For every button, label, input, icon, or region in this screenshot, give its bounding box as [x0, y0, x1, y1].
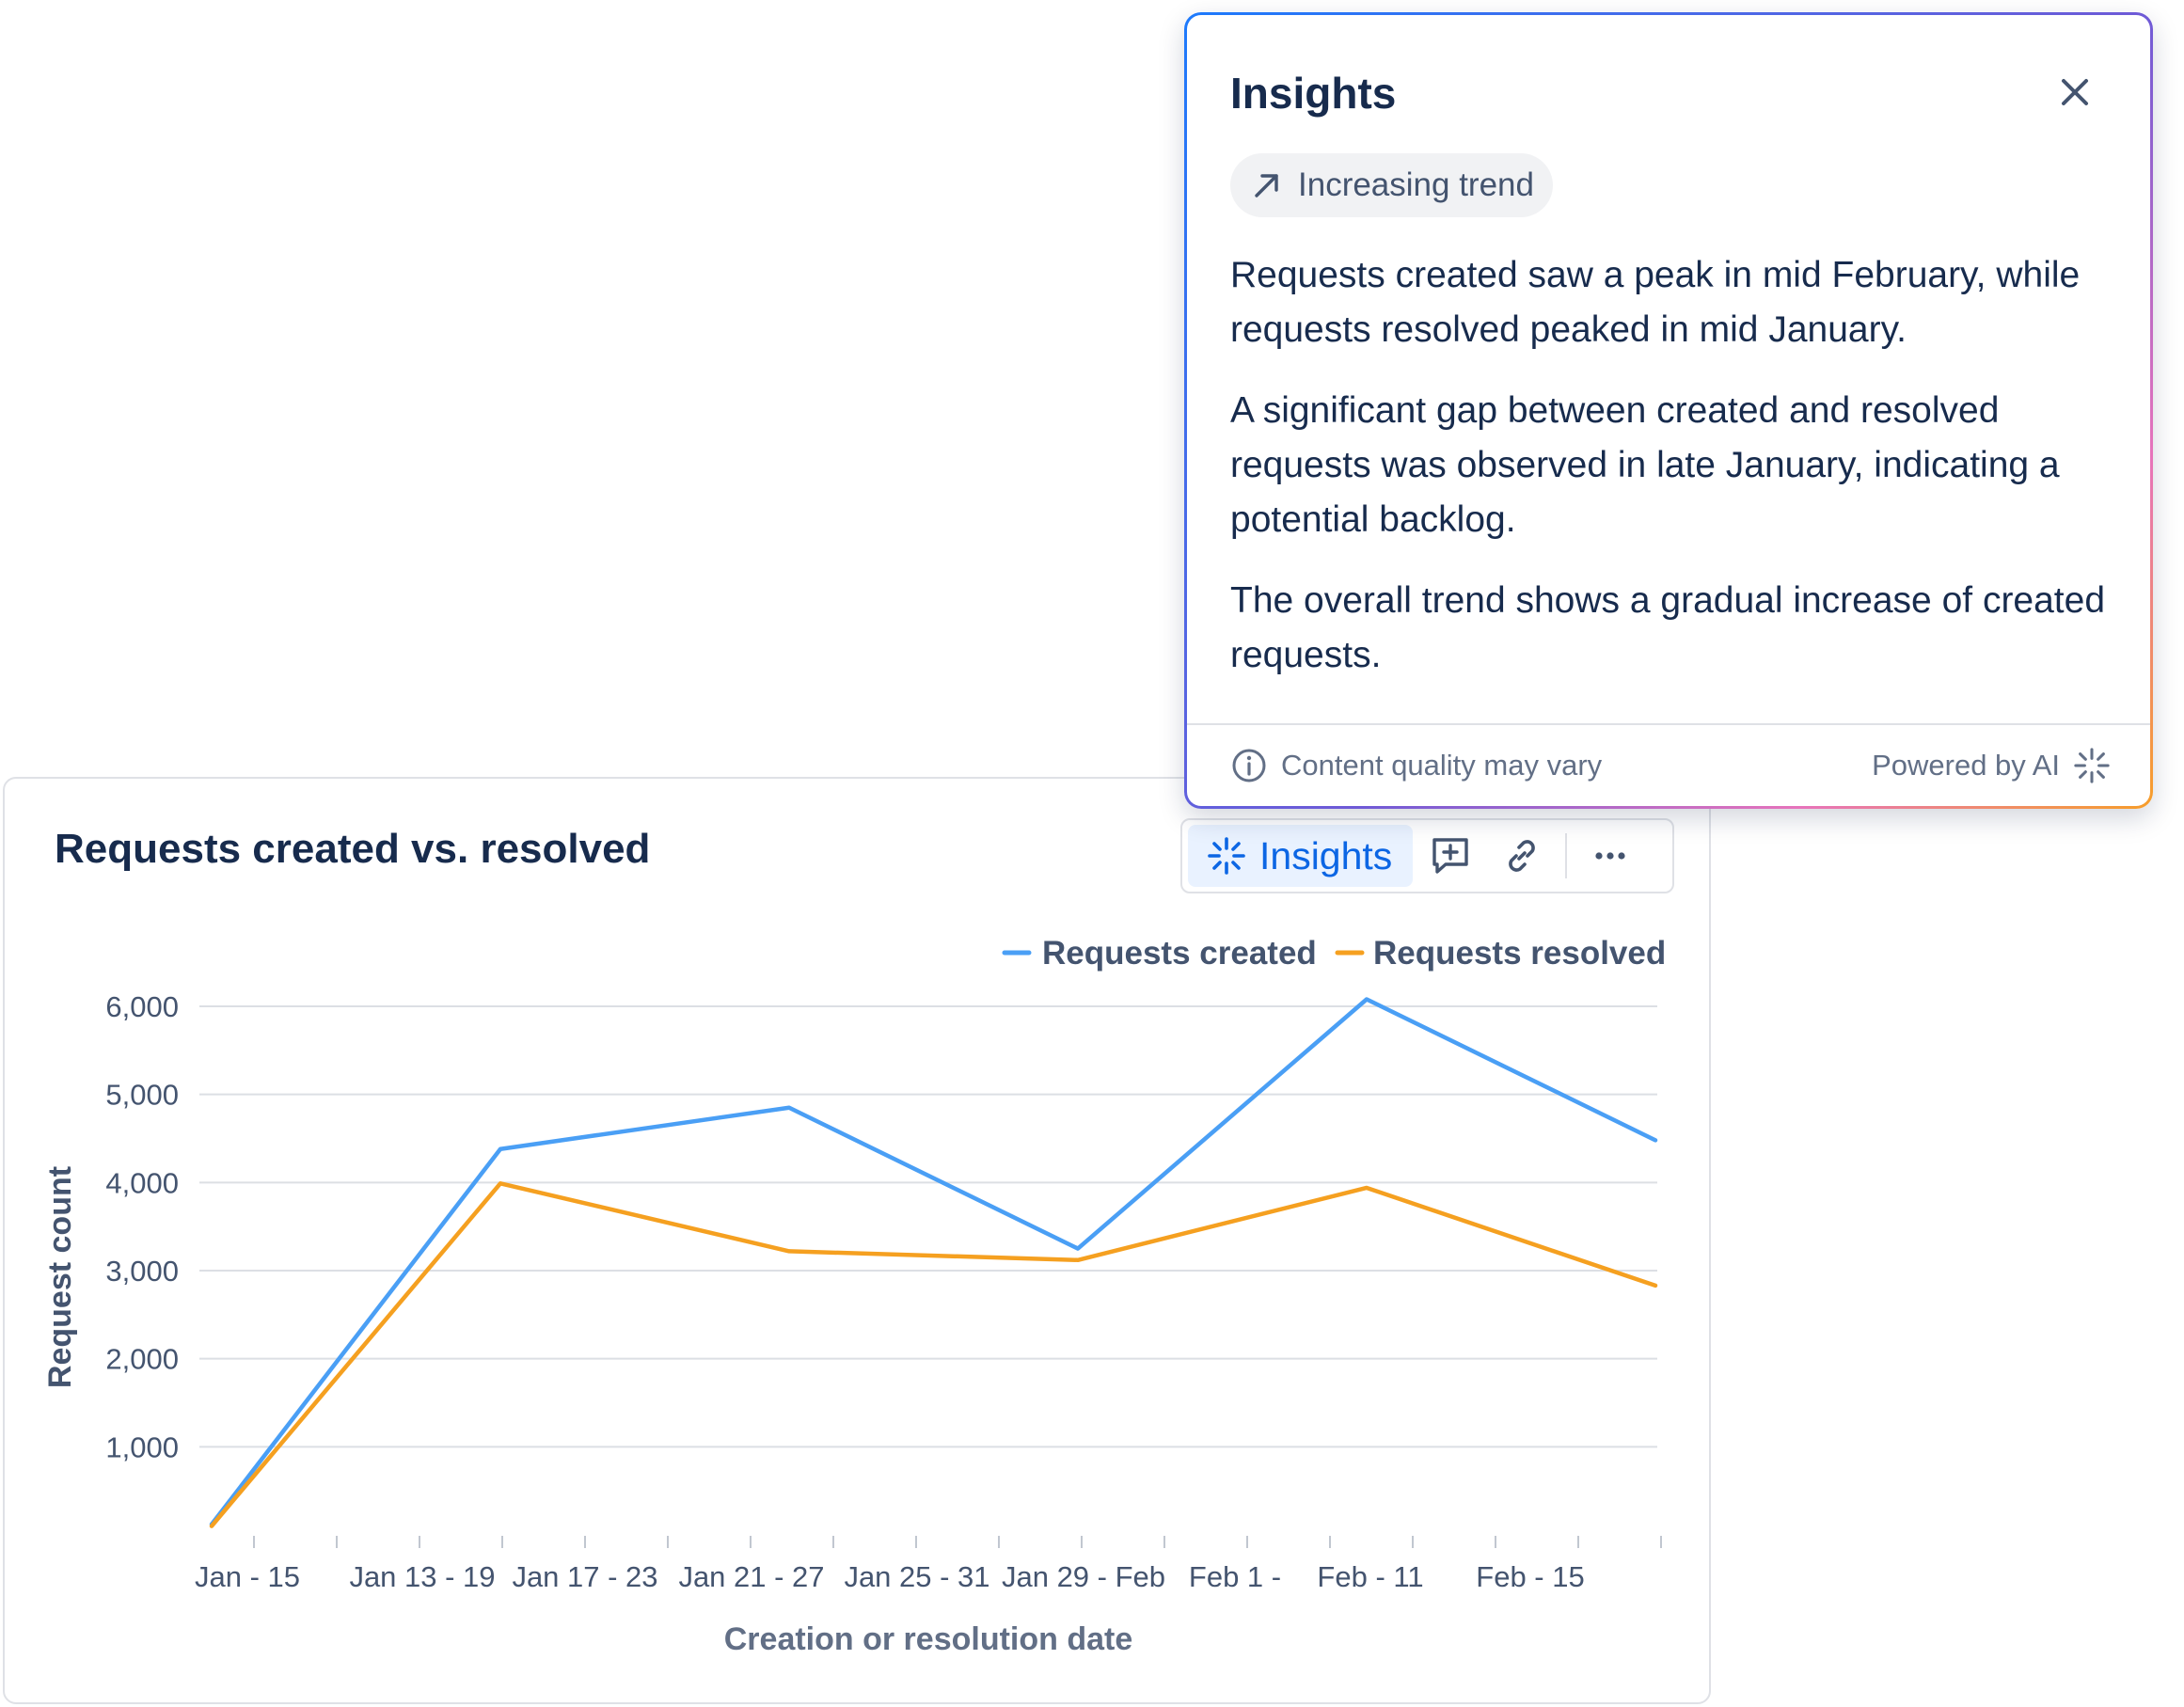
quality-disclaimer-text: Content quality may vary [1281, 749, 1603, 782]
y-tick-label: 6,000 [105, 990, 179, 1023]
y-axis-title: Request count [42, 1166, 78, 1388]
legend-label: Requests created [1042, 935, 1317, 972]
x-tick-label: Feb 1 - [1189, 1560, 1281, 1593]
link-icon [1509, 840, 1536, 872]
insights-text: Requests created saw a peak in mid Febru… [1230, 248, 2114, 709]
x-axis-title: Creation or resolution date [724, 1621, 1133, 1657]
chart-card: 1,000 2,000 3,000 4,000 5,000 6,000 Jan - 15 Ja… [3, 777, 1711, 1704]
y-tick-label: 5,000 [105, 1079, 179, 1112]
series-line-1 [209, 1181, 1658, 1528]
y-tick-label: 1,000 [105, 1430, 179, 1463]
quality-disclaimer: Content quality may vary [1230, 747, 1602, 784]
trend-badge-label: Increasing trend [1298, 166, 1534, 203]
insight-paragraph: A significant gap between created and re… [1230, 390, 2060, 540]
x-tick-label: Jan - 15 [195, 1560, 300, 1593]
ai-sparkle-icon [2074, 748, 2110, 783]
x-tick-label: Feb - 11 [1317, 1560, 1423, 1593]
add-comment-icon [1432, 838, 1469, 874]
popover-footer: Content quality may vary Powered by AI [1187, 723, 2150, 806]
x-tick-label: Jan 21 - 27 [678, 1560, 824, 1593]
x-tick-label: Jan 13 - 19 [349, 1560, 495, 1593]
insights-button-label: Insights [1259, 833, 1393, 877]
insights-popover: Insights Increasing trend Requests creat… [1184, 12, 2153, 809]
x-tick-label: Jan 29 - Feb [1002, 1560, 1165, 1593]
series-line-0 [209, 997, 1658, 1527]
more-actions-button[interactable] [1576, 825, 1644, 887]
arrow-up-right-icon [1255, 174, 1278, 198]
powered-by-ai-text: Powered by AI [1872, 749, 2060, 782]
popover-title: Insights [1230, 69, 1397, 118]
chart-toolbar: Insights [1180, 818, 1674, 893]
insights-button[interactable]: Insights [1188, 825, 1414, 887]
x-tick-label: Jan 17 - 23 [512, 1560, 657, 1593]
sparkle-icon [1208, 837, 1245, 875]
info-icon [1232, 749, 1266, 782]
line-chart: 1,000 2,000 3,000 4,000 5,000 6,000 Jan - 15 Ja… [42, 935, 1666, 1657]
add-comment-button[interactable] [1416, 825, 1484, 887]
trend-badge: Increasing trend [1230, 153, 1553, 217]
x-tick-label: Jan 25 - 31 [844, 1560, 989, 1593]
copy-link-button[interactable] [1488, 825, 1556, 887]
insight-paragraph: Requests created saw a peak in mid Febru… [1230, 255, 2081, 350]
more-icon [1595, 852, 1625, 860]
y-tick-label: 3,000 [105, 1255, 179, 1288]
y-tick-label: 4,000 [105, 1166, 179, 1199]
x-tick-label: Feb - 15 [1476, 1560, 1584, 1593]
insight-paragraph: The overall trend shows a gradual increa… [1230, 580, 2106, 675]
powered-by-ai: Powered by AI [1872, 747, 2111, 784]
chart-title: Requests created vs. resolved [55, 826, 651, 872]
legend-label: Requests resolved [1373, 935, 1666, 972]
toolbar-divider [1565, 833, 1568, 878]
y-tick-label: 2,000 [105, 1343, 179, 1376]
close-icon[interactable] [2052, 70, 2097, 115]
insights-popover-panel: Insights Increasing trend Requests creat… [1187, 15, 2150, 806]
